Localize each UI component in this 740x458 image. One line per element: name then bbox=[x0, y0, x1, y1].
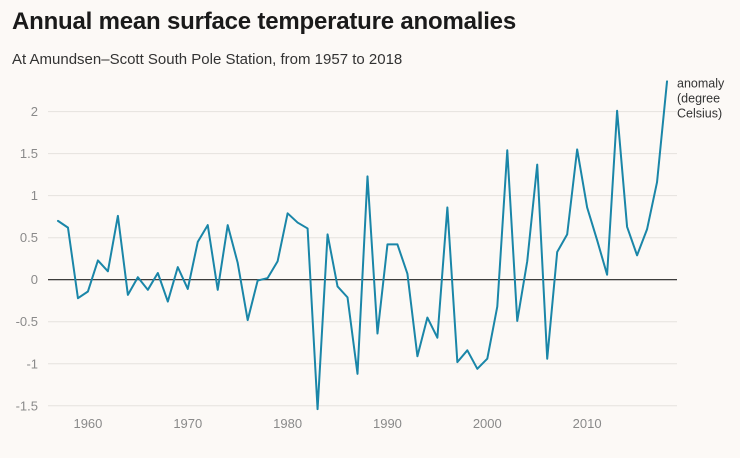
x-tick-label: 1970 bbox=[173, 416, 202, 431]
y-tick-label: 1.5 bbox=[20, 146, 38, 161]
data-point bbox=[406, 273, 408, 275]
x-tick-label: 1960 bbox=[73, 416, 102, 431]
data-point bbox=[137, 276, 139, 278]
data-point bbox=[666, 80, 668, 82]
y-tick-label: 2 bbox=[31, 104, 38, 119]
data-point bbox=[227, 224, 229, 226]
x-tick-label: 1980 bbox=[273, 416, 302, 431]
data-point bbox=[167, 300, 169, 302]
data-point bbox=[326, 233, 328, 235]
data-point bbox=[67, 226, 69, 228]
data-point bbox=[107, 270, 109, 272]
chart-subtitle: At Amundsen–Scott South Pole Station, fr… bbox=[12, 51, 403, 68]
data-point bbox=[536, 163, 538, 165]
data-point bbox=[596, 239, 598, 241]
data-point bbox=[376, 332, 378, 334]
data-point bbox=[197, 241, 199, 243]
y-tick-label: -1.5 bbox=[16, 398, 38, 413]
data-point bbox=[396, 243, 398, 245]
data-point bbox=[57, 220, 59, 222]
series-line bbox=[56, 80, 669, 411]
y-tick-label: -1 bbox=[26, 356, 38, 371]
data-point bbox=[87, 290, 89, 292]
data-point bbox=[177, 266, 179, 268]
data-point bbox=[556, 251, 558, 253]
y-tick-label: -0.5 bbox=[16, 314, 38, 329]
data-point bbox=[316, 408, 318, 410]
data-point bbox=[466, 349, 468, 351]
data-point bbox=[426, 316, 428, 318]
data-point bbox=[356, 373, 358, 375]
data-point bbox=[626, 226, 628, 228]
data-point bbox=[576, 148, 578, 150]
data-point bbox=[246, 319, 248, 321]
series-layer bbox=[56, 80, 669, 411]
data-point bbox=[636, 254, 638, 256]
y-tick-label: 1 bbox=[31, 188, 38, 203]
data-point bbox=[586, 206, 588, 208]
data-point bbox=[416, 355, 418, 357]
data-point bbox=[606, 273, 608, 275]
x-tick-label: 2010 bbox=[573, 416, 602, 431]
data-point bbox=[217, 289, 219, 291]
data-point bbox=[157, 272, 159, 274]
data-point bbox=[117, 215, 119, 217]
data-point bbox=[147, 289, 149, 291]
data-point bbox=[546, 358, 548, 360]
data-point bbox=[266, 277, 268, 279]
data-point bbox=[496, 305, 498, 307]
data-point bbox=[566, 233, 568, 235]
data-point bbox=[306, 227, 308, 229]
data-point bbox=[446, 206, 448, 208]
data-point bbox=[346, 296, 348, 298]
series-label: anomaly bbox=[677, 76, 725, 90]
data-point bbox=[77, 297, 79, 299]
data-point bbox=[616, 110, 618, 112]
x-tick-label: 2000 bbox=[473, 416, 502, 431]
data-point bbox=[386, 243, 388, 245]
x-axis-ticks: 1960 1970 1980 1990 2000 2010 bbox=[73, 416, 601, 431]
data-point bbox=[187, 288, 189, 290]
data-point bbox=[286, 212, 288, 214]
data-point bbox=[506, 149, 508, 151]
y-tick-label: 0 bbox=[31, 272, 38, 287]
series-label: Celsius) bbox=[677, 106, 722, 120]
data-point bbox=[276, 260, 278, 262]
data-point bbox=[207, 224, 209, 226]
data-point bbox=[456, 361, 458, 363]
data-point bbox=[646, 228, 648, 230]
chart-title: Annual mean surface temperature anomalie… bbox=[12, 8, 516, 35]
series-label: (degree bbox=[677, 91, 720, 105]
y-axis-ticks: 2 1.5 1 0.5 0 -0.5 -1 -1.5 bbox=[16, 104, 38, 413]
data-point bbox=[436, 337, 438, 339]
x-tick-label: 1990 bbox=[373, 416, 402, 431]
data-point bbox=[516, 320, 518, 322]
data-point bbox=[526, 260, 528, 262]
data-point bbox=[366, 175, 368, 177]
data-point bbox=[336, 285, 338, 287]
data-point bbox=[256, 279, 258, 281]
data-point bbox=[127, 294, 129, 296]
data-point bbox=[476, 368, 478, 370]
data-point bbox=[236, 262, 238, 264]
data-point bbox=[97, 259, 99, 261]
data-point bbox=[296, 221, 298, 223]
data-point bbox=[486, 358, 488, 360]
y-tick-label: 0.5 bbox=[20, 230, 38, 245]
data-point bbox=[656, 181, 658, 183]
